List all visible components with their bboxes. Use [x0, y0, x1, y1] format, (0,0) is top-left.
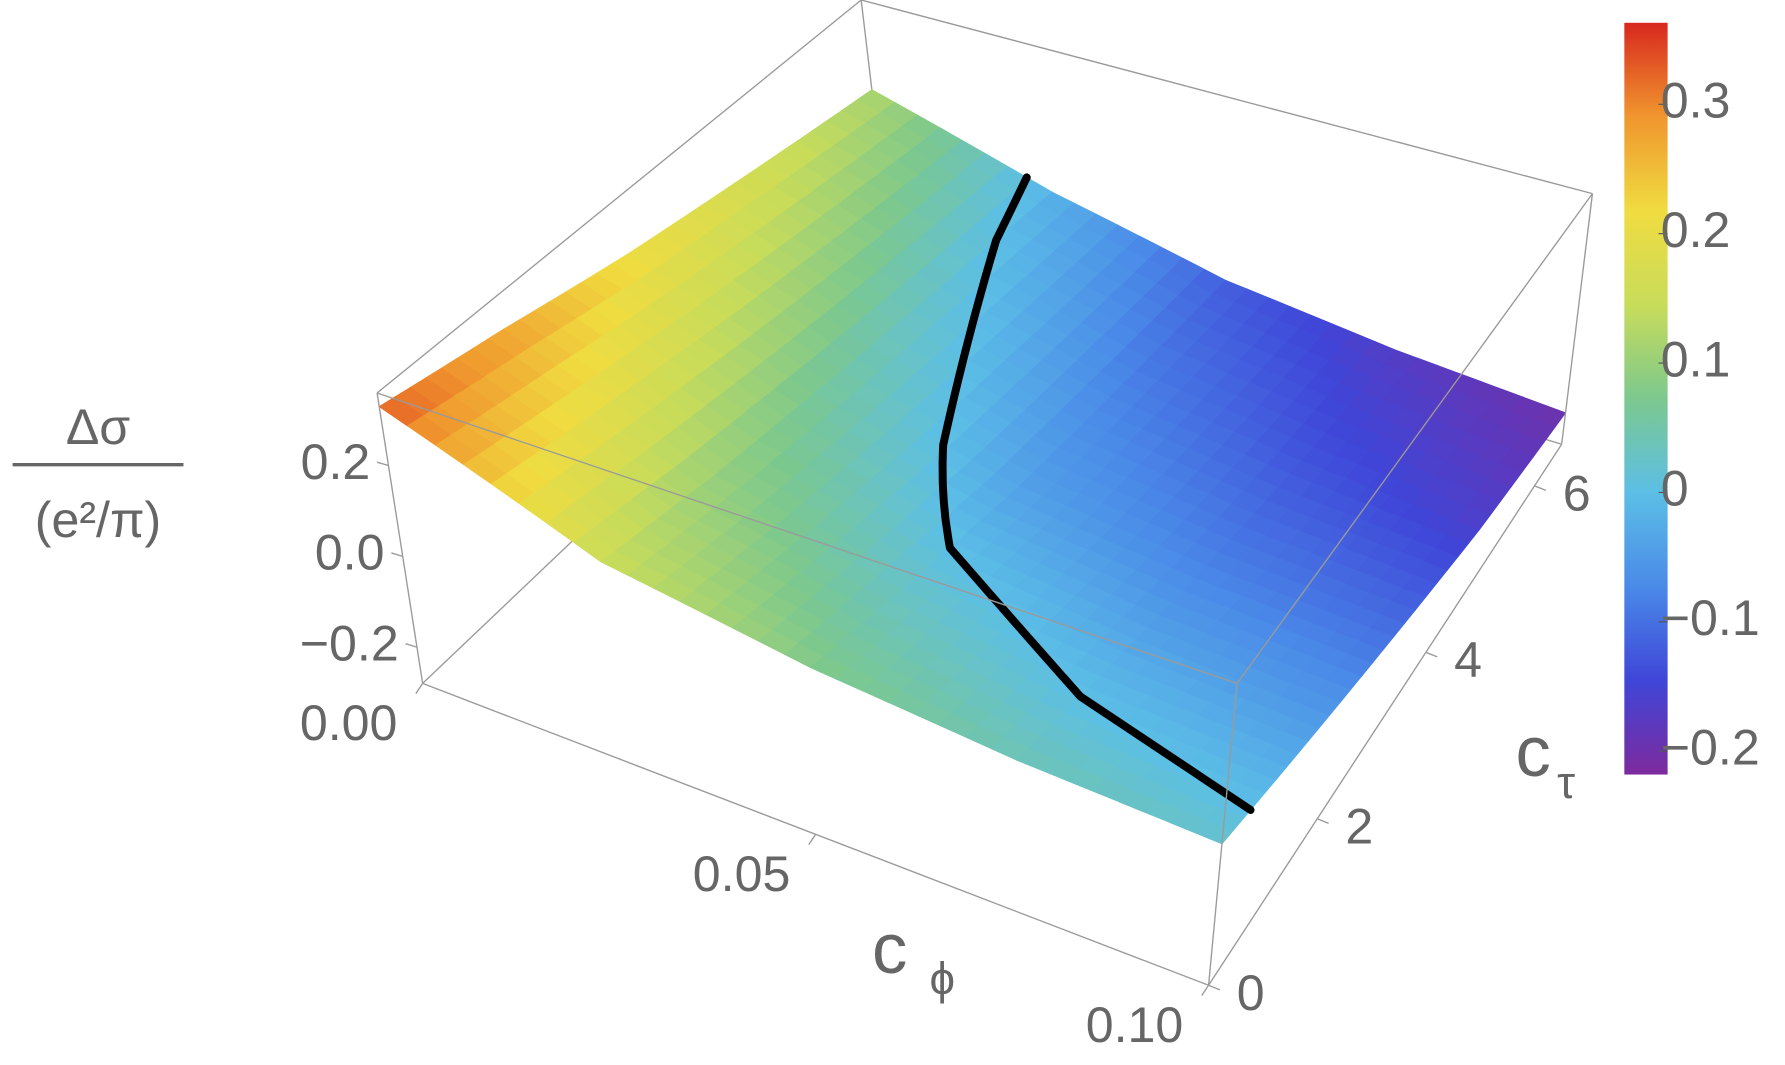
y-tick	[1425, 651, 1438, 658]
zero-contour	[938, 173, 1255, 814]
z-tick-label: −0.2	[300, 615, 399, 671]
x-label-sub: ϕ	[930, 953, 956, 1004]
x-tick-label: 0.05	[693, 846, 791, 902]
colorbar-tick-label: −0.2	[1661, 719, 1760, 775]
z-tick	[376, 461, 389, 467]
y-tick	[1316, 818, 1329, 824]
box-edge	[376, 392, 1238, 685]
box-edge	[376, 0, 862, 394]
box-edge	[861, 0, 1593, 195]
y-label-sub: τ	[1557, 757, 1575, 808]
x-tick-label: 0.00	[300, 695, 398, 751]
z-tick	[405, 643, 418, 648]
z-tick-label: 0.2	[301, 434, 371, 490]
x-tick	[415, 683, 424, 695]
z-tick	[391, 552, 403, 558]
x-tick	[808, 833, 817, 845]
z-tick-label: 0.0	[315, 525, 385, 581]
surface-patch	[1195, 820, 1234, 845]
y-label: c	[1516, 712, 1551, 791]
y-tick	[1534, 485, 1547, 492]
colorbar-tick-label: 0.3	[1661, 73, 1731, 129]
y-tick-label: 2	[1345, 798, 1373, 854]
colorbar-tick-label: 0.1	[1661, 331, 1731, 387]
x-tick-label: 0.10	[1086, 997, 1184, 1053]
box-edge	[376, 392, 424, 684]
colorbar	[1624, 22, 1668, 775]
colorbar-tick-label: 0.2	[1661, 202, 1731, 258]
box-edge	[1207, 683, 1238, 986]
box-edge	[1561, 193, 1594, 445]
x-tick	[1201, 984, 1210, 996]
z-label-denominator: (e²/π)	[35, 492, 161, 548]
x-label: c	[872, 909, 907, 988]
colorbar-tick-label: −0.1	[1661, 590, 1760, 646]
colorbar-tick-label: 0	[1661, 461, 1689, 517]
y-tick-label: 0	[1237, 965, 1265, 1021]
box-edge	[1208, 443, 1563, 986]
y-tick-label: 6	[1563, 465, 1591, 521]
surface	[378, 89, 1567, 845]
z-label-numerator: Δσ	[66, 399, 130, 455]
y-tick-label: 4	[1454, 632, 1482, 688]
box-edge	[1236, 193, 1593, 684]
y-tick	[1208, 984, 1221, 991]
